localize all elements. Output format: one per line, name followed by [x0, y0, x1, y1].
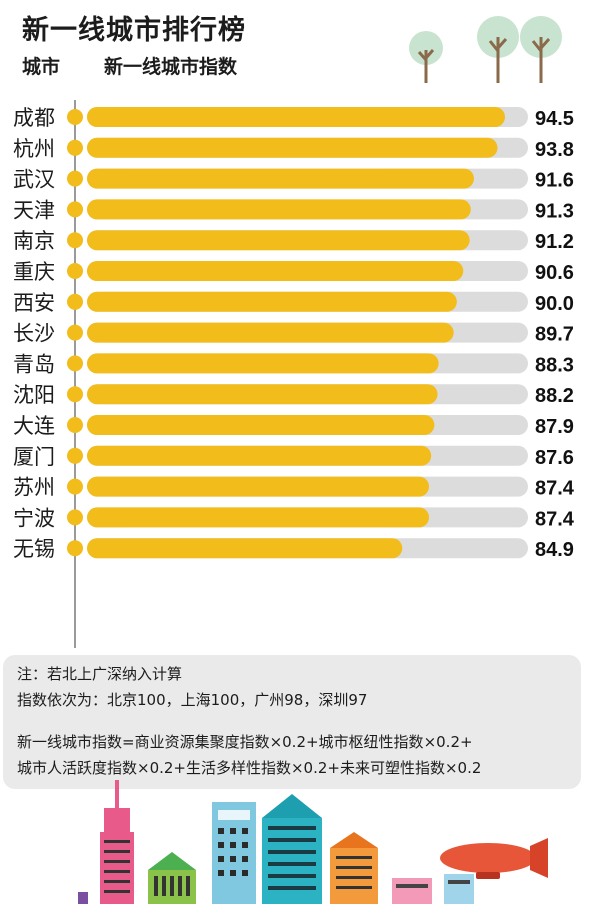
chart-title: 新一线城市排行榜 — [22, 15, 246, 46]
category-label: 杭州 — [13, 137, 55, 161]
bar — [87, 507, 430, 528]
tree-icon — [409, 31, 443, 83]
axis-dot — [67, 447, 83, 464]
axis-dot — [67, 170, 83, 187]
index-column-header: 新一线城市指数 — [104, 56, 238, 78]
value-label: 94.5 — [535, 108, 574, 130]
value-label: 91.2 — [535, 231, 574, 253]
category-label: 宁波 — [13, 506, 55, 530]
category-label: 长沙 — [13, 322, 55, 346]
city-column-header: 城市 — [22, 56, 61, 78]
bar — [87, 538, 403, 559]
bar — [87, 445, 432, 466]
note-line-1: 注：若北上广深纳入计算 — [17, 665, 183, 683]
notes-panel: 注：若北上广深纳入计算 指数依次为：北京100，上海100，广州98，深圳97 … — [3, 655, 581, 789]
axis-dot — [67, 139, 83, 156]
category-label: 青岛 — [13, 352, 55, 376]
value-label: 87.9 — [535, 416, 574, 438]
bar — [87, 322, 454, 343]
value-label: 88.3 — [535, 354, 574, 376]
category-label: 沈阳 — [13, 383, 55, 407]
value-label: 87.4 — [535, 508, 575, 530]
category-label: 无锡 — [13, 537, 55, 561]
bar — [87, 168, 474, 189]
value-label: 87.4 — [535, 478, 575, 500]
note-line-3: 新一线城市指数=商业资源集聚度指数×0.2+城市枢纽性指数×0.2+ — [17, 733, 473, 751]
bar-chart: 成都 94.5 杭州 93.8 武汉 91.6 天津 91.3 南京 91.2 重庆 90.6 西安 90… — [13, 100, 575, 648]
axis-dot — [67, 478, 83, 495]
bar — [87, 384, 438, 405]
bar — [87, 415, 435, 435]
axis-dot — [67, 417, 83, 433]
value-label: 87.6 — [535, 447, 574, 469]
category-label: 西安 — [13, 291, 55, 315]
value-label: 88.2 — [535, 385, 574, 407]
city-skyline-illustration — [78, 780, 548, 904]
bar — [87, 137, 498, 158]
axis-dot — [67, 293, 83, 310]
category-label: 重庆 — [13, 260, 55, 284]
bar — [87, 230, 470, 251]
value-label: 93.8 — [535, 139, 574, 161]
category-label: 大连 — [13, 414, 55, 438]
note-line-2: 指数依次为：北京100，上海100，广州98，深圳97 — [17, 691, 368, 709]
bar — [87, 291, 457, 312]
bar — [87, 476, 430, 497]
category-label: 苏州 — [13, 476, 55, 500]
axis-dot — [67, 355, 83, 372]
value-label: 84.9 — [535, 539, 574, 561]
axis-dot — [67, 509, 83, 526]
bar — [87, 261, 464, 281]
bar — [87, 107, 505, 127]
note-line-4: 城市人活跃度指数×0.2+生活多样性指数×0.2+未来可塑性指数×0.2 — [17, 759, 482, 777]
axis-dot — [67, 540, 83, 557]
value-label: 90.6 — [535, 262, 574, 284]
category-label: 厦门 — [13, 445, 55, 469]
value-label: 90.0 — [535, 293, 574, 315]
tree-icon — [477, 16, 519, 83]
tree-icon — [520, 16, 562, 83]
axis-dot — [67, 263, 83, 279]
category-label: 武汉 — [13, 168, 55, 192]
axis-dot — [67, 386, 83, 403]
category-label: 成都 — [13, 106, 55, 130]
value-label: 91.3 — [535, 200, 574, 222]
axis-dot — [67, 324, 83, 341]
value-label: 89.7 — [535, 324, 574, 346]
axis-dot — [67, 109, 83, 125]
axis-dot — [67, 232, 83, 249]
value-label: 91.6 — [535, 170, 574, 192]
bar — [87, 199, 471, 220]
category-label: 南京 — [13, 229, 55, 253]
axis-dot — [67, 201, 83, 218]
category-label: 天津 — [13, 198, 55, 222]
bar — [87, 353, 439, 374]
